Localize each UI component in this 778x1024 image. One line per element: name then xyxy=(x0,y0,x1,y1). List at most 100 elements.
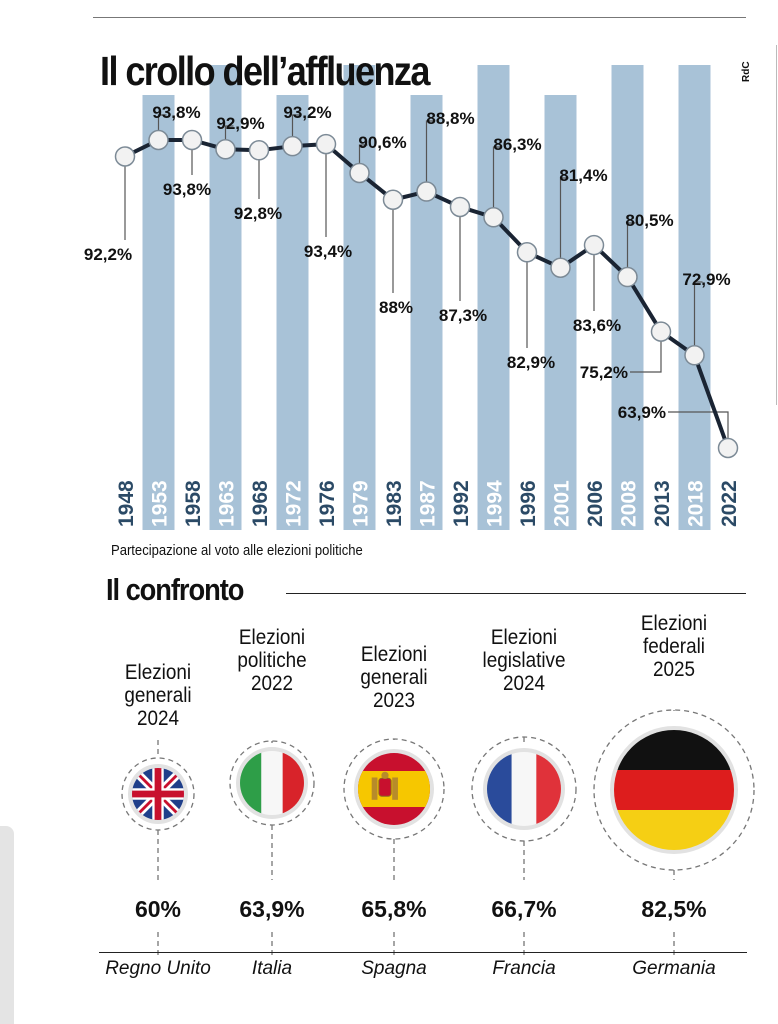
leader-1963 xyxy=(224,125,234,140)
leader-1979 xyxy=(358,144,368,163)
turnout-value: 60% xyxy=(134,896,182,922)
spain-flag-icon xyxy=(343,738,445,958)
year-label-1972: 1972 xyxy=(283,480,306,527)
germany-flag-icon xyxy=(593,709,755,958)
uk-flag-icon xyxy=(121,740,195,958)
point-1976 xyxy=(315,133,337,155)
value-label-2001: 81,4% xyxy=(559,166,607,185)
point-2008 xyxy=(617,266,638,288)
france-flag-icon xyxy=(471,736,577,958)
year-band-1979 xyxy=(343,65,376,530)
point-1994 xyxy=(483,207,504,228)
flag-graphic xyxy=(358,753,430,825)
point-1968 xyxy=(248,140,270,161)
dashed-ring xyxy=(121,757,195,831)
year-label-2006: 2006 xyxy=(584,480,607,527)
value-label-1983: 88% xyxy=(379,298,413,317)
turnout-line-chart: 1948 1953 1958 1963 1968 1972 1976 1979 1983 1987… xyxy=(84,65,741,530)
point-2006 xyxy=(583,234,605,256)
election-label: Elezioni generali 2023 xyxy=(360,643,428,712)
turnout-value: 63,9% xyxy=(239,896,305,922)
value-label-2018: 72,9% xyxy=(682,270,730,289)
country-name: Italia xyxy=(251,958,293,979)
comparison-title-rule xyxy=(286,593,746,594)
point-2001 xyxy=(550,257,571,278)
point-2022 xyxy=(717,437,739,459)
flag-graphic xyxy=(614,730,734,850)
value-label-1963: 92,9% xyxy=(216,114,264,133)
leader-1953 xyxy=(157,114,167,130)
year-band-1972 xyxy=(276,95,309,530)
chart-caption: Partecipazione al voto alle elezioni pol… xyxy=(111,543,363,559)
election-label: Elezioni legislative 2024 xyxy=(482,626,566,695)
year-band-2001 xyxy=(544,95,577,530)
year-label-1992: 1992 xyxy=(450,480,473,527)
year-bands xyxy=(142,65,711,530)
year-band-1994 xyxy=(477,65,510,530)
point-1958 xyxy=(181,129,203,151)
dashed-ring xyxy=(593,709,755,871)
leader-2008 xyxy=(626,222,636,268)
dashed-ring xyxy=(343,738,445,840)
value-label-1958: 93,8% xyxy=(163,180,211,199)
point-2018 xyxy=(684,345,705,366)
country-name: Francia xyxy=(492,958,556,979)
year-label-1968: 1968 xyxy=(249,480,272,527)
point-1963 xyxy=(215,139,236,160)
top-rule xyxy=(93,17,746,18)
value-label-2008: 80,5% xyxy=(625,211,673,230)
point-1979 xyxy=(349,162,370,184)
italy-flag-icon xyxy=(229,740,315,958)
bottom-rule xyxy=(99,952,747,953)
year-label-1963: 1963 xyxy=(216,480,239,527)
leader-2013 xyxy=(630,331,662,373)
label-leaders xyxy=(124,114,729,448)
year-label-1976: 1976 xyxy=(316,480,339,527)
value-label-1972: 93,2% xyxy=(283,103,331,122)
flag-graphic xyxy=(487,752,561,826)
value-label-1994: 86,3% xyxy=(493,135,541,154)
year-band-1953 xyxy=(142,95,175,530)
year-label-1979: 1979 xyxy=(350,480,373,527)
point-1987 xyxy=(416,181,437,202)
year-labels: 1948 1953 1958 1963 1968 1972 1976 1979 1983 1987… xyxy=(115,480,741,527)
value-label-1953: 93,8% xyxy=(152,103,200,122)
leader-1987 xyxy=(425,120,435,182)
value-label-2022: 63,9% xyxy=(618,403,666,422)
value-label-1968: 92,8% xyxy=(234,204,282,223)
election-label: Elezioni generali 2024 xyxy=(124,661,192,730)
year-label-1953: 1953 xyxy=(149,480,172,527)
value-label-2013: 75,2% xyxy=(580,363,628,382)
country-name: Germania xyxy=(632,958,716,979)
election-label: Elezioni federali 2025 xyxy=(640,612,708,681)
chart-title: Il crollo dell’affluenza xyxy=(100,48,430,94)
year-label-1987: 1987 xyxy=(417,480,440,527)
point-1948 xyxy=(114,146,136,167)
year-label-2022: 2022 xyxy=(718,480,741,527)
election-label: Elezioni politiche 2022 xyxy=(237,626,307,695)
year-label-2018: 2018 xyxy=(685,480,708,527)
year-label-1994: 1994 xyxy=(484,480,507,527)
value-label-1987: 88,8% xyxy=(426,109,474,128)
dashed-ring xyxy=(471,736,577,842)
leader-2018 xyxy=(693,281,703,346)
turnout-value: 66,7% xyxy=(491,896,557,922)
value-label-1979: 90,6% xyxy=(358,133,406,152)
leader-2022 xyxy=(668,411,729,448)
value-labels: 92,2% 93,8% 93,8% 92,9% 92,8% 93,2% 93,4% 90,6%… xyxy=(84,103,731,422)
point-1992 xyxy=(449,196,471,218)
point-1996 xyxy=(516,242,538,263)
value-label-1976: 93,4% xyxy=(304,242,352,261)
point-1983 xyxy=(382,189,404,210)
year-label-1948: 1948 xyxy=(115,480,138,527)
country-name: Spagna xyxy=(361,958,427,979)
value-label-1996: 82,9% xyxy=(507,353,555,372)
comparison-title: Il confronto xyxy=(106,572,244,607)
flag-graphic xyxy=(240,751,304,815)
side-tab xyxy=(0,826,14,1024)
point-2013 xyxy=(650,321,672,342)
turnout-value: 82,5% xyxy=(641,896,707,922)
value-label-1992: 87,3% xyxy=(439,306,487,325)
point-1972 xyxy=(282,135,303,157)
value-label-2006: 83,6% xyxy=(573,316,621,335)
